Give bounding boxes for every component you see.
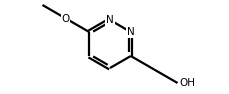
Text: N: N (106, 15, 113, 25)
Text: OH: OH (179, 78, 195, 88)
Text: O: O (61, 14, 70, 24)
Text: N: N (126, 27, 134, 37)
